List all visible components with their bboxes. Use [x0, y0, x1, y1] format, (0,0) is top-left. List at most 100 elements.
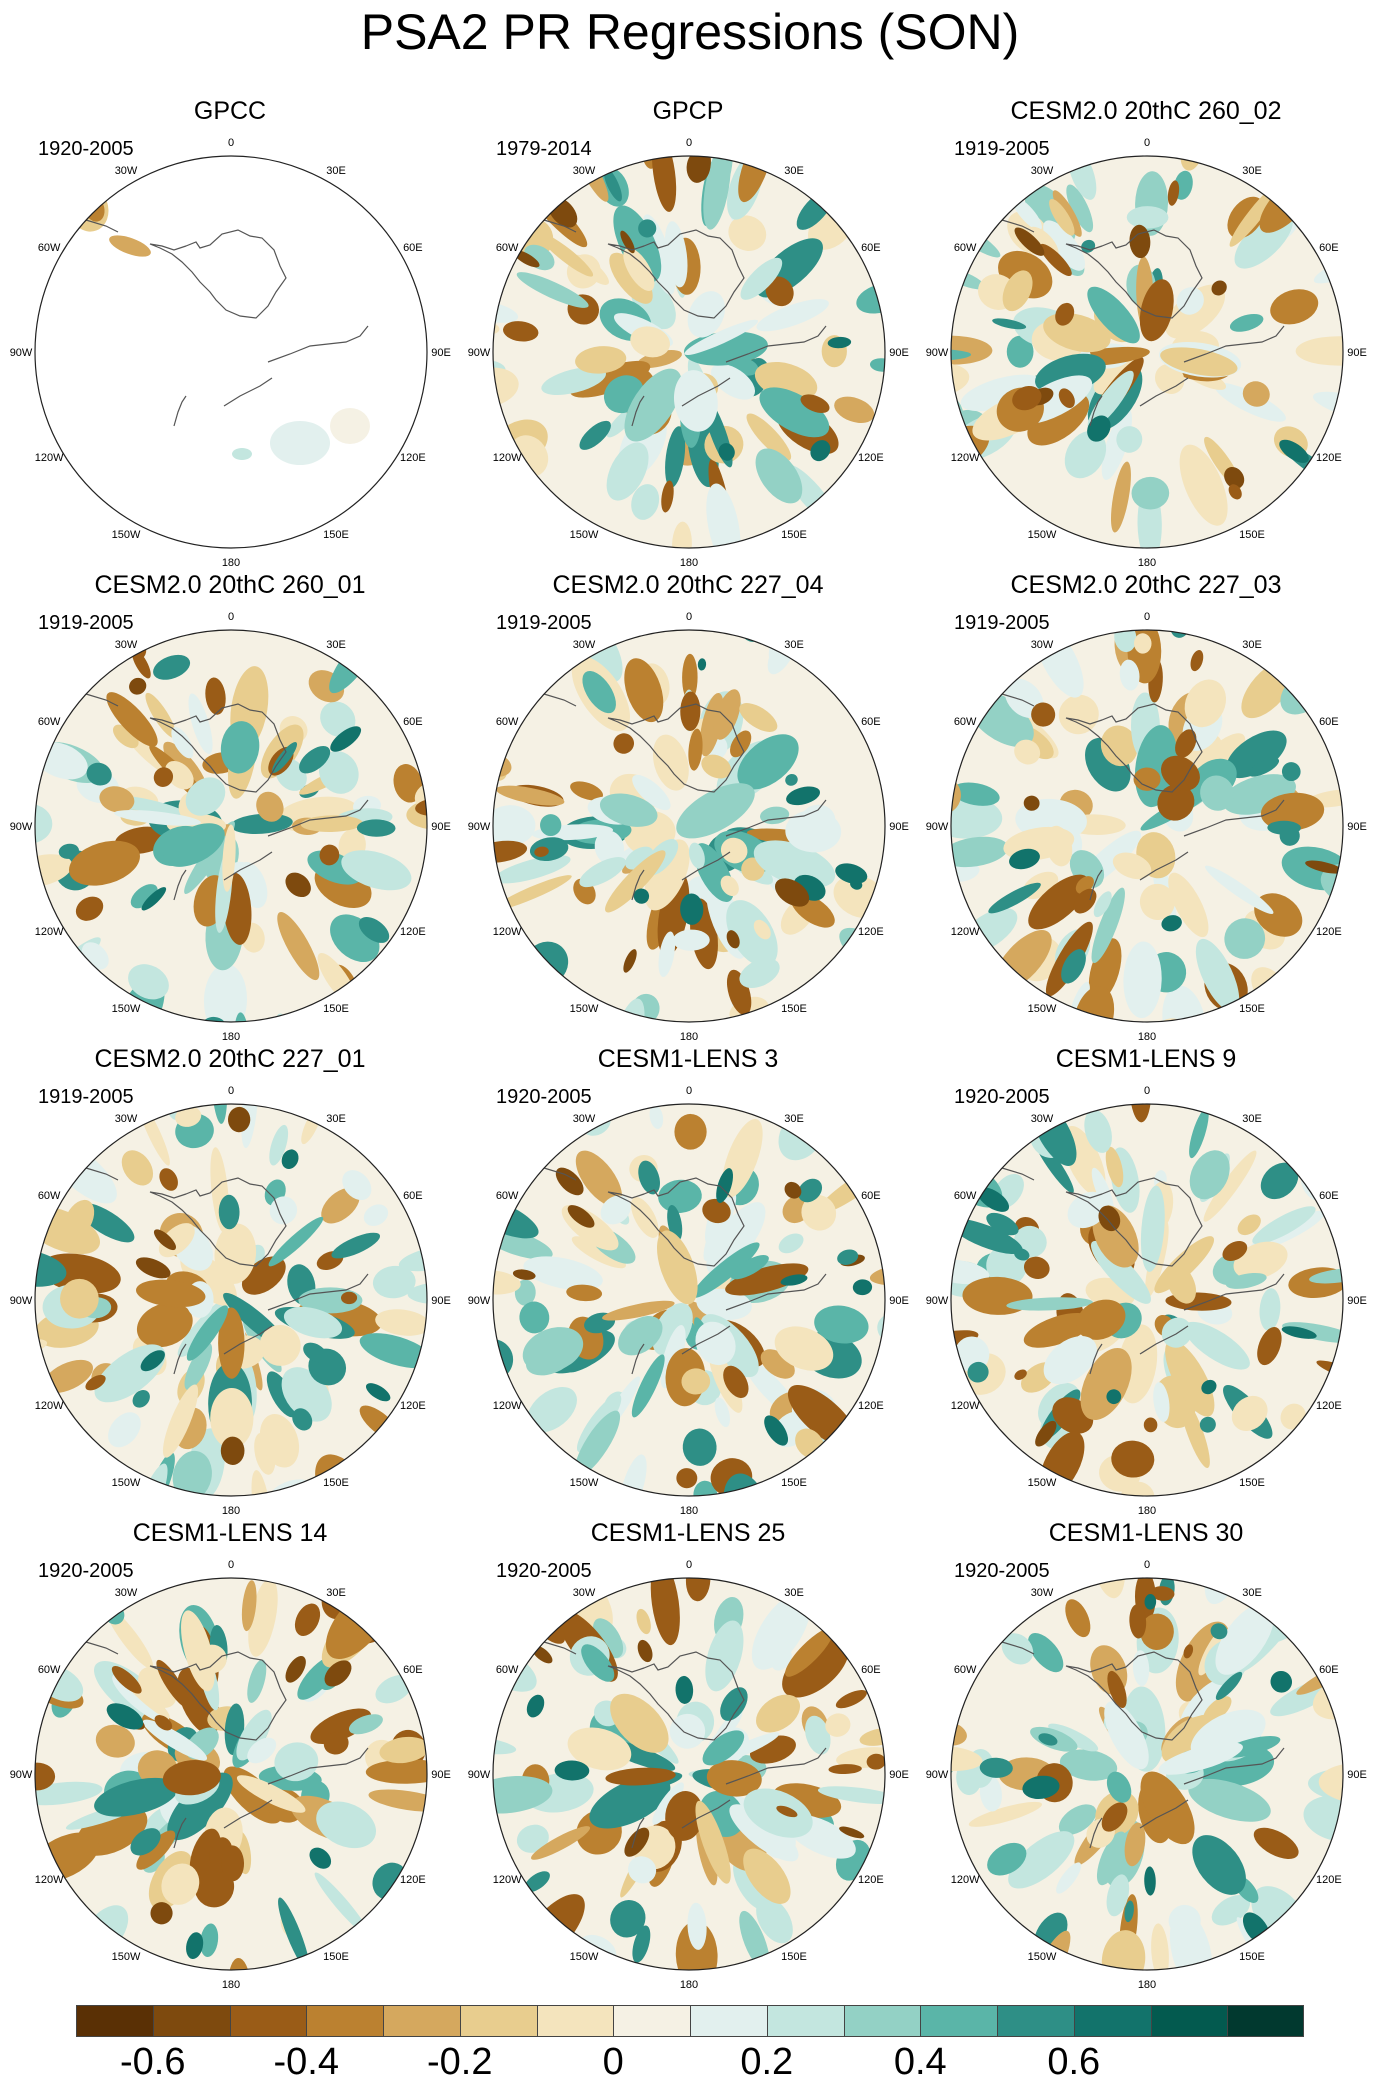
regression-field — [1139, 279, 1174, 342]
regression-field — [1167, 180, 1180, 206]
regression-field — [496, 785, 565, 806]
coastline-africa — [747, 630, 825, 637]
regression-field — [992, 318, 1027, 330]
regression-field — [579, 857, 626, 888]
lon-label: 90E — [1347, 347, 1367, 359]
regression-field — [633, 888, 650, 904]
panel-title: GPCP — [652, 97, 724, 125]
regression-field — [321, 1187, 360, 1224]
lon-label: 60W — [954, 1190, 977, 1202]
regression-field — [1175, 729, 1197, 758]
regression-field — [728, 215, 767, 251]
regression-field — [1309, 1267, 1343, 1284]
regression-field — [277, 912, 320, 981]
colorbar-box — [459, 2005, 537, 2037]
coastline-nz — [173, 1343, 187, 1375]
regression-field — [1231, 1395, 1268, 1431]
regression-field — [153, 654, 191, 680]
regression-field — [35, 1248, 67, 1287]
regression-field — [1144, 1866, 1156, 1896]
regression-field — [1091, 1167, 1114, 1215]
regression-field — [680, 691, 701, 732]
regression-field — [1124, 1822, 1146, 1867]
panel-title: CESM1-LENS 3 — [597, 1045, 779, 1073]
regression-field — [726, 930, 740, 949]
regression-field — [320, 701, 356, 737]
lon-label: 120E — [1316, 1400, 1342, 1412]
colorbar-box — [920, 2005, 997, 2037]
lon-label: 60E — [861, 242, 881, 254]
lon-label: 30E — [326, 639, 346, 651]
lon-label: 150W — [570, 1477, 599, 1489]
regression-field — [210, 1388, 254, 1449]
coastline-australiaWest — [223, 1799, 273, 1829]
lon-label: 60E — [403, 1664, 423, 1676]
lon-label: 150W — [570, 1951, 599, 1963]
regression-field — [620, 230, 635, 254]
lon-label: 90W — [468, 1295, 491, 1307]
regression-field — [606, 442, 649, 501]
regression-field — [1104, 1701, 1149, 1770]
regression-field — [141, 887, 167, 911]
regression-field — [609, 252, 653, 304]
coastline-australia — [267, 799, 369, 837]
regression-field — [1259, 1288, 1281, 1331]
regression-field — [1203, 1696, 1232, 1724]
regression-field — [835, 863, 868, 884]
lon-label: 60W — [496, 242, 519, 254]
map-boundary — [950, 1577, 1344, 1971]
lon-label: 30E — [1242, 639, 1262, 651]
regression-field — [523, 1256, 603, 1291]
lon-label: 120E — [1316, 926, 1342, 938]
regression-field — [1189, 1150, 1230, 1200]
regression-field — [259, 1324, 301, 1366]
regression-field — [1006, 335, 1034, 368]
regression-field — [567, 1727, 632, 1771]
regression-field — [1224, 918, 1266, 959]
regression-field — [740, 257, 783, 300]
regression-field — [363, 1204, 389, 1226]
coastline-australiaWest — [681, 851, 731, 881]
lon-label: 90E — [889, 1295, 909, 1307]
regression-field — [205, 677, 226, 715]
regression-field — [516, 272, 589, 308]
regression-field — [415, 798, 427, 816]
regression-field — [1260, 1162, 1299, 1200]
map-panel: CESM1-LENS 3 1920-2005 0 30E 60E 90E 120E 150E 1… — [458, 1044, 918, 1518]
regression-field — [1110, 461, 1131, 533]
regression-field — [613, 205, 662, 283]
regression-field — [150, 1902, 173, 1925]
regression-field — [365, 1759, 427, 1784]
map-panel: CESM1-LENS 25 1920-2005 0 30E 60E 90E 120E 150E… — [458, 1518, 918, 1992]
regression-field — [1183, 1644, 1194, 1659]
lon-label: 120W — [493, 452, 522, 464]
regression-field — [1106, 1771, 1132, 1803]
regression-field — [782, 1636, 849, 1698]
map-panel: CESM2.0 20thC 227_01 1919-2005 0 30E 60E 90E 1… — [0, 1044, 460, 1518]
regression-field — [1150, 1586, 1175, 1601]
regression-field — [632, 1925, 651, 1963]
lon-label: 150E — [781, 529, 807, 541]
regression-field — [185, 777, 226, 816]
regression-field — [1006, 1297, 1093, 1311]
regression-field — [109, 235, 151, 257]
lon-label: 90E — [889, 347, 909, 359]
lon-label: 120W — [951, 452, 980, 464]
regression-field — [1199, 1416, 1216, 1433]
regression-field — [128, 964, 169, 1000]
regression-field — [756, 1694, 801, 1733]
regression-field — [711, 363, 756, 400]
regression-field — [672, 929, 710, 951]
lon-label: 120E — [858, 1874, 884, 1886]
coastline-australiaWest — [1139, 851, 1189, 881]
regression-field — [330, 726, 362, 752]
regression-field — [274, 1742, 319, 1782]
regression-field — [1295, 336, 1343, 366]
lon-label: 0 — [1144, 137, 1150, 149]
coastline-nz — [173, 869, 187, 901]
regression-field — [52, 953, 83, 981]
map-boundary — [492, 155, 886, 549]
lon-label: 180 — [222, 1505, 240, 1517]
regression-field — [632, 774, 671, 811]
regression-field — [316, 1801, 377, 1849]
